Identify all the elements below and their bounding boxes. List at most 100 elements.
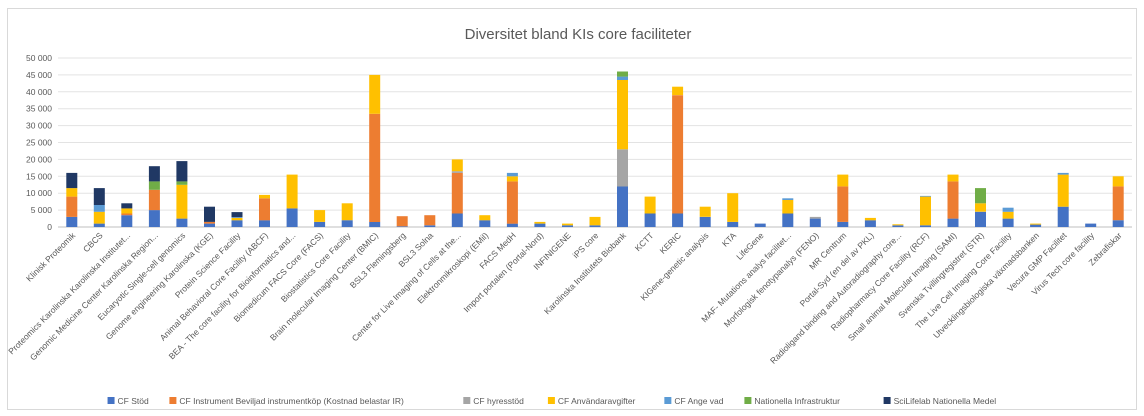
legend-label: CF Instrument Beviljad instrumentköp (Ko… [179,396,404,406]
bar-segment [121,215,133,227]
bar-segment [286,208,298,227]
bar-segment [176,218,188,227]
bar-segment [920,195,931,197]
bar-segment [1112,186,1124,221]
y-tick-label: 0 [47,222,52,232]
bar-segment [93,205,105,212]
bar-segment [231,220,243,227]
bar-segment [672,95,684,214]
bar-segment [231,217,243,218]
y-tick-label: 15 000 [26,171,52,181]
bar-segment [534,221,546,224]
bar-segment [1085,223,1097,227]
gridlines [58,57,1132,228]
bar-segment [589,225,601,227]
bar-segment [451,213,463,227]
legend: CF Stöd CF Instrument Beviljad instrument… [107,396,997,406]
bar-segment [506,223,518,227]
bar-segment [864,220,876,227]
bar-segment [947,181,959,219]
bar-segment [286,174,298,209]
bar-segment [892,224,904,226]
bar-segment [644,213,656,227]
bar-segment [176,184,188,219]
x-tick-label: CBCS [81,230,105,254]
x-tick-label: BEA - The core facility for Bioinformati… [167,230,298,361]
bar-segment [975,203,986,212]
bar-segment [479,220,491,227]
bar-segment [1057,174,1069,207]
bar-segment [66,196,78,217]
y-tick-label: 5 000 [31,205,53,215]
legend-label: Nationella Infrastruktur [754,396,840,406]
x-tick-label: KERIC [658,230,683,255]
bar-segment [204,206,215,222]
bars [66,71,1124,227]
bar-segment [1057,172,1069,175]
y-tick-label: 30 000 [26,121,52,131]
bar-segment [93,211,105,224]
bar-segment [782,213,794,227]
bar-segment [837,174,849,187]
bar-segment [754,223,766,227]
bar-segment [864,217,876,221]
legend-label: CF Ange vad [674,396,723,406]
y-tick-label: 40 000 [26,87,52,97]
legend-swatch [883,397,891,404]
bar-segment [204,221,215,224]
bar-segment [1030,223,1042,225]
bar-segment [66,216,78,227]
x-tick-label: Genomic Medicine Center Karolinska Regio… [28,230,160,362]
legend-swatch [547,397,555,404]
bar-segment [369,74,381,114]
bar-segment [369,113,381,222]
bar-segment [176,181,188,185]
legend-label: CF Stöd [118,396,149,406]
legend-swatch [169,397,177,404]
bar-segment [589,216,601,226]
bar-segment [892,225,904,227]
bar-segment [451,171,463,173]
bar-segment [672,213,684,227]
bar-segment [1030,224,1042,227]
bar-segment [617,186,628,227]
y-tick-label: 10 000 [26,188,52,198]
bar-segment [727,193,739,222]
bar-segment [562,225,573,227]
bar-segment [341,220,353,227]
x-tick-label: KTA [720,230,739,249]
bar-segment [66,172,78,189]
x-tick-label: KCTT [633,230,656,253]
bar-segment [920,225,931,227]
bar-segment [314,210,326,222]
bar-segment [314,221,326,227]
y-tick-label: 35 000 [26,104,52,114]
chart-title: Diversitet bland KIs core faciliteter [465,26,692,43]
bar-segment [451,172,463,214]
bar-segment [231,217,243,221]
bar-segment [451,159,463,172]
bar-segment [837,186,849,222]
bar-segment [1002,211,1014,219]
legend-label: SciLifelab Nationella Medel [894,396,997,406]
bar-segment [534,223,546,227]
bar-segment [204,223,215,227]
bar-segment [369,221,381,227]
bar-segment [699,216,711,227]
bar-segment [148,181,160,190]
bar-segment [920,196,931,226]
legend-swatch [744,397,752,404]
bar-segment [148,210,160,227]
legend-swatch [463,397,471,404]
y-tick-label: 25 000 [26,138,52,148]
legend-label: CF Användaravgifter [558,396,636,406]
bar-segment [947,218,959,227]
bar-segment [699,206,711,217]
bar-segment [562,223,573,226]
bar-segment [176,161,188,182]
bar-segment [782,198,794,200]
bar-segment [424,215,436,226]
y-axis: 0 5 000 10 000 15 000 20 000 25 000 30 000 35 0… [26,53,52,232]
legend-swatch [107,397,115,404]
